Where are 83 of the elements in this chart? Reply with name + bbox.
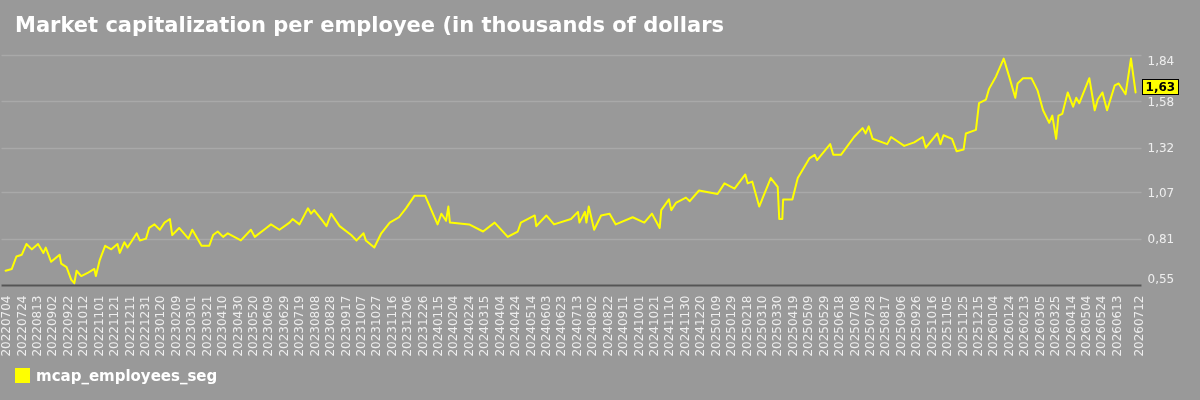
x-tick-label: 20240822 — [600, 295, 615, 357]
x-tick-label: 20251125 — [955, 295, 970, 357]
x-tick-label: 20240424 — [508, 295, 523, 357]
x-tick-label: 20220922 — [60, 295, 75, 357]
x-tick-label: 20250218 — [739, 295, 754, 357]
x-tick-label: 20260104 — [986, 295, 1001, 357]
x-tick-label: 20221121 — [107, 295, 122, 357]
x-tick-label: 20241220 — [693, 295, 708, 357]
x-tick-label: 20250419 — [785, 295, 800, 357]
x-tick-label: 20260325 — [1048, 295, 1063, 357]
x-tick-label: 20241130 — [677, 295, 692, 357]
x-tick-label: 20240713 — [569, 295, 584, 357]
x-tick-label: 20230430 — [230, 295, 245, 357]
x-tick-label: 20240603 — [539, 295, 554, 357]
x-tick-label: 20220724 — [14, 295, 29, 357]
x-tick-label: 20260124 — [1001, 295, 1016, 357]
x-tick-label: 20260712 — [1132, 295, 1147, 357]
x-tick-label: 20250109 — [708, 295, 723, 357]
x-tick-label: 20231007 — [353, 295, 368, 357]
chart-title: Market capitalization per employee (in thousands of dollars — [15, 13, 725, 37]
x-tick-label: 20240224 — [461, 295, 476, 357]
x-tick-label: 20230719 — [292, 295, 307, 357]
x-tick-label: 20230520 — [245, 295, 260, 357]
x-tick-label: 20220902 — [45, 295, 60, 357]
y-tick-label: 1,32 — [1147, 141, 1175, 156]
x-tick-label: 20230609 — [261, 295, 276, 357]
x-tick-label: 20251105 — [940, 295, 955, 357]
x-tick-label: 20221211 — [122, 295, 137, 357]
x-tick-label: 20250728 — [863, 295, 877, 357]
x-tick-label: 20260414 — [1063, 295, 1078, 357]
x-tick-label: 20220813 — [29, 295, 44, 357]
annotation: 1,63 — [1141, 79, 1180, 96]
x-tick-label: 20220704 — [0, 295, 14, 357]
x-tick-label: 20240404 — [492, 295, 507, 357]
x-tick-label: 20241021 — [647, 295, 662, 357]
x-tick-label: 20260524 — [1094, 295, 1109, 357]
x-tick-label: 20230917 — [338, 295, 353, 357]
x-tick-label: 20221231 — [137, 295, 152, 357]
x-tick-label: 20231206 — [400, 295, 415, 357]
x-tick-label: 20250618 — [832, 295, 847, 357]
x-tick-label: 20251016 — [924, 295, 939, 357]
x-tick-label: 20230410 — [215, 295, 230, 357]
x-tick-label: 20250310 — [755, 295, 770, 357]
y-tick-label: 1,07 — [1147, 185, 1175, 200]
x-tick-label: 20260305 — [1032, 295, 1047, 357]
y-tick-label: 0,81 — [1147, 232, 1175, 247]
x-tick-label: 20240623 — [554, 295, 569, 357]
y-tick-label: 1,84 — [1147, 53, 1175, 68]
x-tick-label: 20240802 — [585, 295, 600, 357]
y-tick-label: 1,58 — [1147, 94, 1175, 109]
x-tick-label: 20230301 — [184, 295, 199, 357]
x-tick-label: 20230120 — [153, 295, 168, 357]
x-tick-label: 20241001 — [631, 295, 646, 357]
x-tick-label: 20250529 — [816, 295, 831, 357]
x-tick-label: 20250817 — [878, 295, 893, 357]
x-tick-label: 20250906 — [893, 295, 908, 357]
x-tick-label: 20250926 — [909, 295, 924, 357]
x-tick-label: 20250708 — [847, 295, 862, 357]
x-tick-label: 20221012 — [76, 295, 91, 357]
x-tick-label: 20221101 — [91, 295, 106, 357]
x-tick-label: 20230321 — [199, 295, 214, 357]
x-tick-label: 20231027 — [369, 295, 384, 357]
x-tick-label: 20230828 — [323, 295, 338, 357]
x-tick-label: 20240115 — [431, 295, 446, 357]
legend-label: mcap_employees_seg — [36, 366, 218, 385]
x-tick-label: 20231226 — [415, 295, 430, 357]
x-tick-label: 20231116 — [384, 295, 399, 357]
x-tick-label: 20251215 — [970, 295, 985, 357]
x-tick-label: 20230629 — [276, 295, 291, 357]
x-tick-label: 20260613 — [1109, 295, 1124, 357]
x-tick-label: 20240315 — [477, 295, 492, 357]
x-tick-label: 20230209 — [168, 295, 183, 357]
x-tick-label: 20260504 — [1078, 295, 1093, 357]
x-tick-label: 20240204 — [446, 295, 461, 357]
y-tick-label: 0,55 — [1147, 271, 1175, 286]
x-tick-label: 20230808 — [307, 295, 322, 357]
x-tick-label: 20241110 — [662, 295, 677, 357]
x-tick-label: 20240911 — [616, 295, 631, 357]
x-tick-label: 20250330 — [770, 295, 785, 357]
x-tick-label: 20260213 — [1017, 295, 1032, 357]
x-tick-label: 20250509 — [801, 295, 816, 357]
x-tick-label: 20240514 — [523, 295, 538, 357]
x-tick-label: 20250129 — [724, 295, 739, 357]
